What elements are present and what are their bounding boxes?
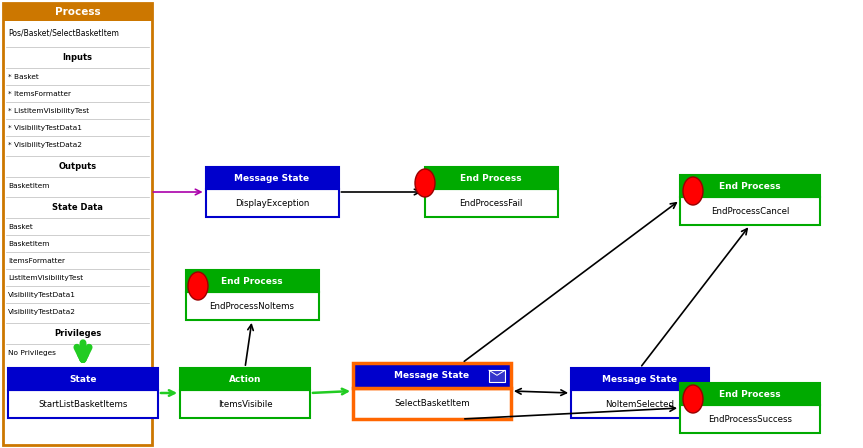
FancyBboxPatch shape: [186, 292, 318, 320]
Text: * VisibilityTestData2: * VisibilityTestData2: [8, 142, 82, 148]
Text: * ListItemVisibilityTest: * ListItemVisibilityTest: [8, 108, 89, 114]
Text: Privileges: Privileges: [54, 328, 101, 337]
FancyBboxPatch shape: [205, 189, 338, 217]
Text: ItemsVisibile: ItemsVisibile: [217, 400, 273, 409]
FancyBboxPatch shape: [3, 3, 152, 445]
Text: ItemsFormatter: ItemsFormatter: [8, 258, 65, 264]
FancyBboxPatch shape: [571, 390, 709, 418]
Text: Inputs: Inputs: [62, 52, 92, 61]
Text: VisibilityTestData2: VisibilityTestData2: [8, 309, 76, 315]
Text: EndProcessFail: EndProcessFail: [459, 198, 523, 207]
FancyBboxPatch shape: [425, 167, 557, 189]
FancyBboxPatch shape: [680, 197, 820, 225]
Text: * VisibilityTestData1: * VisibilityTestData1: [8, 125, 82, 131]
FancyBboxPatch shape: [180, 390, 310, 418]
Text: No Privileges: No Privileges: [8, 350, 56, 356]
Text: Message State: Message State: [235, 173, 310, 182]
Text: End Process: End Process: [460, 173, 522, 182]
Text: Basket: Basket: [8, 224, 33, 230]
FancyBboxPatch shape: [680, 175, 820, 197]
FancyBboxPatch shape: [353, 363, 511, 388]
Ellipse shape: [188, 272, 208, 300]
FancyBboxPatch shape: [353, 388, 511, 419]
FancyBboxPatch shape: [8, 368, 158, 390]
Text: Process: Process: [54, 7, 100, 17]
FancyBboxPatch shape: [571, 368, 709, 390]
Text: EndProcessNoItems: EndProcessNoItems: [210, 302, 294, 310]
Text: StartListBasketItems: StartListBasketItems: [38, 400, 128, 409]
Ellipse shape: [683, 385, 703, 413]
Text: EndProcessSuccess: EndProcessSuccess: [708, 414, 792, 423]
Text: Outputs: Outputs: [59, 161, 97, 171]
Text: EndProcessCancel: EndProcessCancel: [711, 207, 789, 215]
FancyBboxPatch shape: [205, 167, 338, 189]
Text: BasketItem: BasketItem: [8, 183, 49, 189]
Text: Action: Action: [229, 375, 261, 383]
Text: State: State: [69, 375, 97, 383]
Text: * Basket: * Basket: [8, 74, 39, 80]
Text: ListItemVisibilityTest: ListItemVisibilityTest: [8, 275, 83, 281]
FancyBboxPatch shape: [680, 383, 820, 405]
Text: Message State: Message State: [394, 371, 469, 380]
Text: End Process: End Process: [221, 276, 283, 285]
Text: SelectBasketItem: SelectBasketItem: [394, 399, 469, 408]
Text: Pos/Basket/SelectBasketItem: Pos/Basket/SelectBasketItem: [8, 29, 119, 38]
Text: State Data: State Data: [52, 202, 103, 211]
Text: Message State: Message State: [602, 375, 677, 383]
Text: BasketItem: BasketItem: [8, 241, 49, 247]
Ellipse shape: [415, 169, 435, 197]
Text: NoItemSelected: NoItemSelected: [606, 400, 675, 409]
FancyBboxPatch shape: [3, 3, 152, 21]
Text: End Process: End Process: [719, 181, 781, 190]
Ellipse shape: [683, 177, 703, 205]
FancyBboxPatch shape: [8, 390, 158, 418]
FancyBboxPatch shape: [425, 189, 557, 217]
Text: End Process: End Process: [719, 389, 781, 399]
Text: * ItemsFormatter: * ItemsFormatter: [8, 91, 71, 97]
Text: VisibilityTestData1: VisibilityTestData1: [8, 292, 76, 298]
FancyBboxPatch shape: [180, 368, 310, 390]
FancyBboxPatch shape: [186, 270, 318, 292]
FancyBboxPatch shape: [489, 370, 505, 382]
FancyBboxPatch shape: [680, 405, 820, 433]
Text: DisplayException: DisplayException: [235, 198, 309, 207]
